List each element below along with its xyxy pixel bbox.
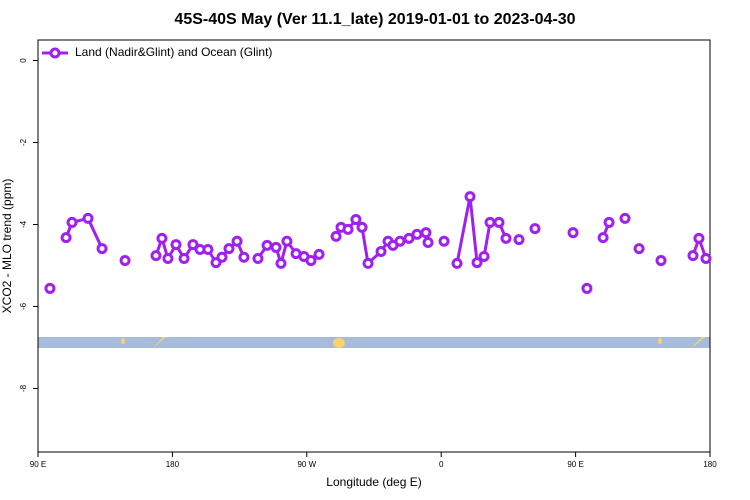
point <box>478 250 490 262</box>
point <box>420 227 432 239</box>
point <box>633 243 645 255</box>
point <box>162 253 174 265</box>
y-tick-label: -4 <box>19 220 28 228</box>
point <box>223 243 235 255</box>
point <box>281 235 293 247</box>
point <box>362 257 374 269</box>
y-tick-label: -8 <box>19 384 28 392</box>
point <box>513 234 525 246</box>
plot-frame <box>37 39 711 453</box>
point <box>619 212 631 224</box>
point <box>693 232 705 244</box>
y-tick-label: 0 <box>19 58 28 63</box>
point <box>597 232 609 244</box>
point <box>603 216 615 228</box>
point <box>700 253 712 265</box>
x-axis-label: Longitude (deg E) <box>326 475 421 489</box>
point <box>275 257 287 269</box>
point <box>422 237 434 249</box>
point <box>82 212 94 224</box>
point <box>216 251 228 263</box>
point <box>394 235 406 247</box>
point <box>581 282 593 294</box>
point <box>313 248 325 260</box>
point <box>44 282 56 294</box>
point <box>238 251 250 263</box>
point <box>484 216 496 228</box>
point <box>464 191 476 203</box>
point <box>350 214 362 226</box>
point <box>231 235 243 247</box>
point <box>403 232 415 244</box>
point <box>252 253 264 265</box>
point <box>356 221 368 233</box>
map-strip <box>38 337 710 348</box>
point <box>529 223 541 235</box>
legend-marker <box>49 47 61 59</box>
point <box>411 228 423 240</box>
point <box>150 250 162 262</box>
point <box>500 232 512 244</box>
x-tick-label: 90 E <box>567 460 583 469</box>
point <box>96 243 108 255</box>
x-tick-label: 0 <box>439 460 444 469</box>
point <box>567 227 579 239</box>
x-tick-label: 90 W <box>297 460 316 469</box>
point <box>270 241 282 253</box>
point <box>471 257 483 269</box>
point <box>60 232 72 244</box>
x-tick-label: 90 E <box>30 460 46 469</box>
point <box>493 216 505 228</box>
point <box>438 235 450 247</box>
point <box>66 216 78 228</box>
point <box>187 239 199 251</box>
y-tick-label: -6 <box>19 302 28 310</box>
point <box>330 230 342 242</box>
point <box>119 255 131 267</box>
point <box>687 250 699 262</box>
point <box>342 223 354 235</box>
point <box>451 257 463 269</box>
point <box>261 239 273 251</box>
point <box>305 255 317 267</box>
point <box>156 232 168 244</box>
x-tick-label: 180 <box>703 460 717 469</box>
point <box>655 255 667 267</box>
legend-label: Land (Nadir&Glint) and Ocean (Glint) <box>75 45 272 59</box>
point <box>178 253 190 265</box>
chart-title: 45S-40S May (Ver 11.1_late) 2019-01-01 t… <box>174 11 575 28</box>
point <box>170 239 182 251</box>
point <box>202 243 214 255</box>
x-tick-label: 180 <box>166 460 180 469</box>
y-axis-label: XCO2 - MLO trend (ppm) <box>0 179 14 314</box>
y-tick-label: -2 <box>19 138 28 146</box>
point <box>375 246 387 258</box>
